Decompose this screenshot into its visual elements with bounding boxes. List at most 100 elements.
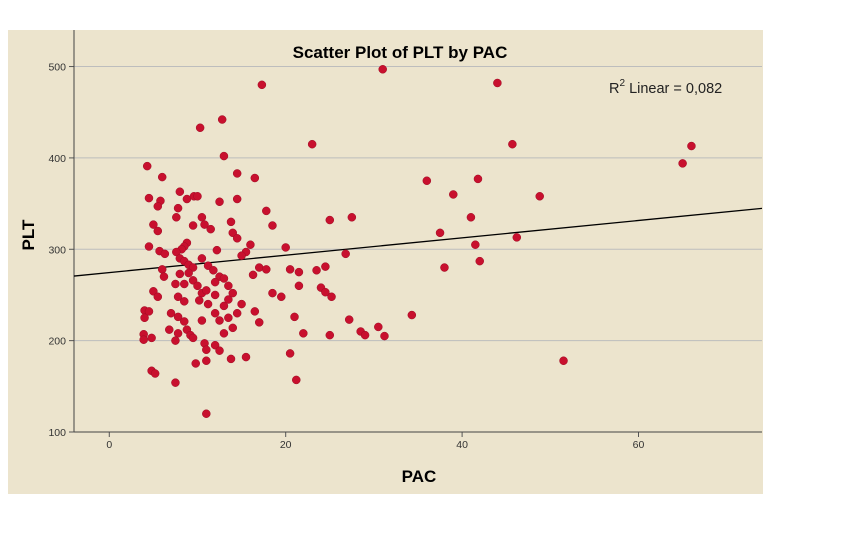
data-point-147 [493, 78, 502, 88]
data-point-94 [202, 356, 211, 365]
data-point-73 [219, 274, 229, 283]
data-point-77 [224, 295, 233, 304]
data-point-152 [678, 159, 687, 168]
data-point-121 [299, 329, 308, 338]
data-point-95 [226, 354, 236, 364]
data-point-102 [268, 221, 277, 230]
data-point-74 [224, 281, 233, 291]
data-point-139 [422, 176, 432, 185]
data-point-109 [277, 292, 286, 302]
data-point-119 [312, 266, 321, 275]
data-point-131 [347, 213, 357, 222]
data-point-15 [144, 307, 154, 316]
data-point-1 [144, 193, 154, 203]
data-points [139, 65, 696, 418]
data-point-2 [157, 172, 167, 182]
data-point-33 [172, 247, 181, 257]
data-point-99 [250, 173, 260, 183]
data-point-146 [475, 256, 484, 266]
data-point-64 [226, 217, 236, 227]
data-point-132 [344, 315, 354, 324]
data-point-137 [378, 65, 387, 74]
x-tick-label-0: 0 [106, 439, 112, 451]
data-point-6 [153, 226, 163, 236]
data-point-28 [193, 192, 202, 201]
data-point-81 [219, 301, 229, 311]
data-point-97 [202, 409, 211, 418]
y-tick-label-500: 500 [48, 62, 66, 74]
x-tick-labels: 0 20 40 60 [106, 439, 644, 451]
data-point-72 [210, 277, 220, 287]
data-point-142 [449, 190, 458, 199]
data-point-138 [407, 310, 417, 320]
data-point-79 [195, 296, 204, 305]
r-squared-value: Linear = 0,082 [625, 81, 722, 97]
data-point-66 [232, 234, 242, 243]
data-point-114 [254, 318, 264, 327]
data-point-98 [257, 80, 267, 90]
y-tick-labels: 100 200 300 400 500 [48, 62, 66, 439]
data-point-61 [197, 213, 207, 222]
data-point-122 [285, 349, 295, 358]
data-point-127 [321, 287, 330, 297]
x-tick-label-40: 40 [456, 439, 468, 451]
data-point-11 [159, 272, 169, 281]
data-point-43 [193, 281, 202, 291]
data-point-145 [473, 174, 483, 184]
data-point-144 [471, 240, 480, 249]
data-point-39 [175, 269, 185, 279]
data-point-67 [212, 245, 222, 255]
axes [69, 30, 762, 437]
data-point-124 [325, 215, 335, 225]
r-squared-annotation: R2 Linear = 0,082 [609, 78, 722, 97]
data-point-128 [327, 292, 336, 302]
data-point-149 [512, 233, 522, 242]
data-point-118 [294, 267, 304, 277]
data-point-46 [180, 297, 189, 306]
data-point-68 [197, 254, 207, 263]
y-tick-label-400: 400 [48, 153, 66, 165]
data-point-105 [254, 263, 264, 272]
y-tick-label-100: 100 [48, 427, 66, 439]
data-point-88 [219, 329, 229, 338]
data-point-96 [241, 352, 251, 362]
data-point-45 [173, 292, 183, 302]
data-point-116 [307, 139, 317, 149]
data-point-90 [202, 345, 211, 355]
chart-background [8, 30, 763, 494]
data-point-4 [153, 202, 163, 211]
data-point-29 [188, 221, 198, 230]
data-point-123 [292, 375, 301, 385]
data-point-70 [209, 266, 218, 275]
data-point-25 [172, 213, 181, 222]
data-point-58 [219, 151, 229, 161]
data-point-13 [153, 292, 163, 302]
data-point-56 [195, 123, 205, 133]
data-point-83 [224, 313, 233, 323]
x-axis-label: PAC [402, 467, 437, 486]
data-point-78 [228, 288, 238, 298]
data-point-101 [262, 206, 271, 216]
data-point-143 [466, 213, 476, 222]
data-point-85 [197, 316, 207, 325]
data-point-115 [285, 265, 295, 274]
data-point-24 [173, 203, 183, 213]
data-point-120 [290, 312, 299, 322]
data-point-111 [237, 251, 246, 260]
data-point-150 [535, 192, 544, 201]
data-point-151 [559, 356, 568, 365]
r-squared-superscript: 2 [619, 78, 625, 89]
data-point-110 [281, 243, 290, 252]
data-point-84 [232, 308, 242, 318]
data-point-47 [166, 308, 176, 318]
data-point-104 [246, 240, 255, 249]
data-point-76 [210, 290, 220, 300]
data-point-63 [206, 224, 215, 234]
r-squared-prefix: R [609, 81, 619, 97]
data-point-117 [294, 281, 304, 291]
data-point-125 [321, 262, 330, 271]
data-point-141 [440, 263, 449, 272]
data-point-106 [248, 270, 258, 280]
